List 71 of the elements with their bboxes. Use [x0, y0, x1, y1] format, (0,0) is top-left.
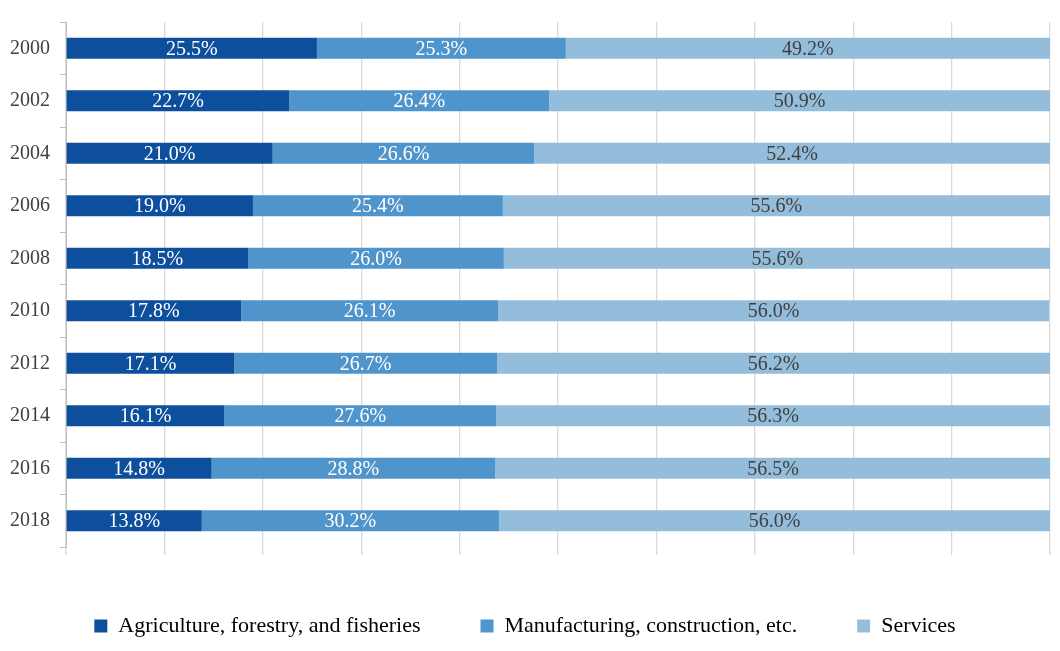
bar: [211, 457, 496, 479]
y-tick-label: 2002: [10, 88, 50, 110]
bar: [502, 195, 1050, 217]
data-label: 55.6%: [751, 246, 804, 269]
data-label: 56.2%: [747, 351, 800, 374]
bar: [497, 300, 1050, 322]
bar: [66, 300, 242, 322]
bar: [66, 405, 225, 427]
y-tick-label: 2014: [10, 403, 50, 425]
bar: [498, 510, 1050, 532]
bar: [272, 142, 535, 164]
bar: [565, 37, 1050, 59]
y-tick-label: 2016: [10, 455, 50, 478]
data-label: 18.5%: [131, 246, 184, 269]
bar: [496, 405, 1050, 427]
bar: [66, 37, 317, 59]
data-label: 30.2%: [324, 509, 377, 531]
y-tick-label: 2018: [10, 508, 50, 530]
data-label: 49.2%: [782, 36, 834, 59]
data-label: 27.6%: [334, 404, 387, 426]
data-label: 16.1%: [119, 404, 172, 426]
data-label: 26.0%: [350, 246, 402, 269]
bar: [252, 195, 503, 217]
data-label: 55.6%: [750, 194, 803, 216]
bar: [549, 90, 1050, 112]
y-tick-label: 2004: [10, 140, 50, 163]
data-label: 56.0%: [748, 509, 801, 531]
data-label: 56.3%: [747, 404, 799, 426]
y-tick-label: 2008: [10, 245, 50, 268]
data-label: 52.4%: [766, 141, 819, 164]
data-label: 25.4%: [352, 194, 404, 216]
bar: [289, 90, 550, 112]
legend-label: Agriculture, forestry, and fisheries: [118, 611, 421, 637]
bar: [66, 247, 249, 269]
data-label: 56.5%: [747, 456, 799, 479]
bar: [66, 90, 290, 112]
data-label: 22.7%: [152, 89, 204, 111]
data-label: 17.8%: [128, 299, 180, 321]
legend-label: Manufacturing, construction, etc.: [504, 611, 798, 637]
bar: [503, 247, 1050, 269]
bar: [495, 457, 1050, 479]
data-label: 26.1%: [343, 299, 396, 321]
bar: [496, 352, 1050, 374]
bar: [248, 247, 504, 269]
data-label: 14.8%: [113, 456, 165, 479]
bar: [534, 142, 1050, 164]
data-label: 17.1%: [124, 351, 177, 374]
data-label: 56.0%: [747, 299, 800, 321]
bar: [66, 352, 235, 374]
data-label: 28.8%: [327, 456, 380, 479]
bar: [316, 37, 566, 59]
data-label: 25.3%: [415, 36, 468, 59]
data-label: 26.6%: [377, 141, 430, 164]
data-label: 26.7%: [339, 351, 392, 374]
bar: [66, 142, 273, 164]
y-tick-label: 2012: [10, 350, 50, 373]
data-label: 21.0%: [143, 141, 196, 164]
y-tick-label: 2006: [10, 193, 50, 215]
bar: [224, 405, 497, 427]
bar: [201, 510, 499, 532]
bar: [66, 195, 253, 217]
y-tick-label: 2010: [10, 298, 50, 320]
legend-label: Services: [881, 611, 956, 637]
bar: [234, 352, 497, 374]
bar: [241, 300, 498, 322]
data-label: 50.9%: [773, 89, 826, 111]
data-label: 26.4%: [393, 89, 446, 111]
data-label: 25.5%: [165, 36, 218, 59]
data-label: 19.0%: [133, 194, 186, 216]
data-label: 13.8%: [108, 509, 161, 531]
y-tick-label: 2000: [10, 35, 50, 58]
